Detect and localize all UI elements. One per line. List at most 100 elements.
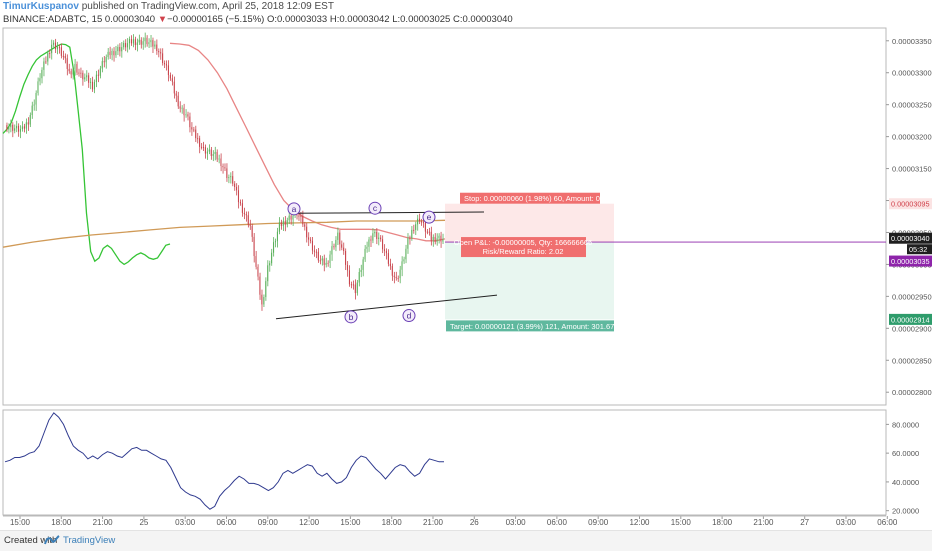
pattern-lower-line [275, 294, 498, 320]
candle-body [385, 250, 387, 254]
candle-body [173, 81, 175, 94]
candle-body [354, 284, 356, 294]
x-tick-label: 12:00 [299, 518, 320, 527]
symbol-label[interactable]: BINANCE:ADABTC, 15 [3, 14, 103, 25]
candle-body [97, 74, 99, 76]
x-tick-label: 03:00 [836, 518, 857, 527]
candle-body [387, 253, 389, 264]
candle-body [302, 215, 304, 225]
target-label: Target: 0.00000121 (3.99%) 121, Amount: … [450, 322, 614, 331]
candle-body [111, 50, 113, 56]
x-tick-label: 21:00 [93, 518, 114, 527]
candle-body [263, 297, 265, 305]
candle-body [82, 72, 84, 80]
candle-body [274, 241, 276, 243]
stop-price-tag: 0.00003095 [891, 200, 930, 209]
candle-body [298, 215, 300, 217]
candle-body [84, 77, 86, 80]
candle-body [348, 270, 350, 285]
candle-body [288, 215, 290, 221]
candle-body [241, 203, 243, 213]
x-tick-label: 18:00 [712, 518, 733, 527]
change-down-icon: ▼ [157, 14, 168, 25]
candle-body [158, 51, 160, 53]
y-tick-label: 0.00002900 [892, 324, 932, 333]
candle-body [195, 129, 197, 139]
candle-body [405, 248, 407, 260]
candle-body [331, 246, 333, 255]
candle-body [181, 107, 183, 109]
candle-body [265, 281, 267, 298]
candle-body [80, 72, 82, 74]
candle-body [90, 81, 92, 83]
candle-body [193, 129, 195, 131]
candle-body [222, 166, 224, 168]
author-link[interactable]: TimurKuspanov [3, 1, 79, 12]
candle-body [51, 44, 53, 54]
candle-body [70, 71, 72, 75]
candle-body [368, 239, 370, 247]
candle-body [382, 239, 384, 250]
y-tick-label: 0.00002800 [892, 388, 932, 397]
footer-bar: Created with TradingView [0, 530, 932, 551]
candle-body [249, 224, 251, 227]
candle-body [251, 226, 253, 237]
candle-body [278, 222, 280, 232]
candle-body [350, 284, 352, 286]
pattern-point-label: d [407, 311, 412, 321]
tradingview-brand[interactable]: TradingView [63, 535, 116, 546]
target-price-tag: 0.00002914 [891, 315, 930, 324]
candle-body [206, 151, 208, 154]
candle-body [179, 106, 181, 109]
candle-body [245, 214, 247, 216]
candle-body [220, 158, 222, 167]
candle-body [132, 39, 134, 44]
candle-body [321, 258, 323, 261]
candle-body [31, 105, 33, 116]
pattern-point-label: a [292, 204, 297, 214]
candle-body [191, 127, 193, 130]
candle-body [269, 263, 271, 266]
candle-body [189, 116, 191, 128]
moving-average-line [2, 219, 446, 248]
candle-body [420, 221, 422, 223]
x-tick-label: 06:00 [547, 518, 568, 527]
candle-body [403, 259, 405, 262]
candle-body [319, 260, 321, 262]
candle-body [418, 218, 421, 222]
candle-body [138, 39, 140, 43]
candle-body [6, 125, 8, 130]
candle-body [426, 231, 428, 233]
candle-body [29, 115, 31, 125]
candle-body [25, 122, 27, 129]
candle-body [380, 237, 382, 240]
candle-body [121, 47, 123, 52]
candle-body [440, 235, 442, 242]
candle-body [39, 78, 41, 82]
pattern-point-marker [368, 201, 382, 215]
candle-body [105, 57, 107, 63]
candle-body [45, 61, 47, 63]
candle-body [362, 259, 364, 270]
candle-body [56, 47, 58, 50]
last-price: 0.00003040 [104, 14, 156, 25]
x-tick-label: 09:00 [258, 518, 279, 527]
x-tick-label: 21:00 [753, 518, 774, 527]
candle-body [356, 282, 358, 294]
candle-body [107, 51, 109, 58]
candle-body [434, 236, 436, 242]
candle-body [286, 220, 288, 225]
candle-body [308, 237, 310, 240]
candle-body [323, 258, 325, 265]
oscillator-line [4, 412, 444, 510]
candle-body [399, 269, 401, 279]
candle-body [272, 242, 275, 253]
x-tick-label: 03:00 [175, 518, 196, 527]
candle-body [101, 61, 103, 69]
candle-body [14, 128, 16, 131]
pattern-point-marker [422, 210, 436, 224]
candle-body [62, 55, 64, 57]
x-tick-label: 09:00 [588, 518, 609, 527]
candle-body [401, 261, 403, 270]
price-chart[interactable]: 15:00 18:00 21:00 25 03:00 06:00 09:00 12:00 15:… [0, 0, 932, 530]
